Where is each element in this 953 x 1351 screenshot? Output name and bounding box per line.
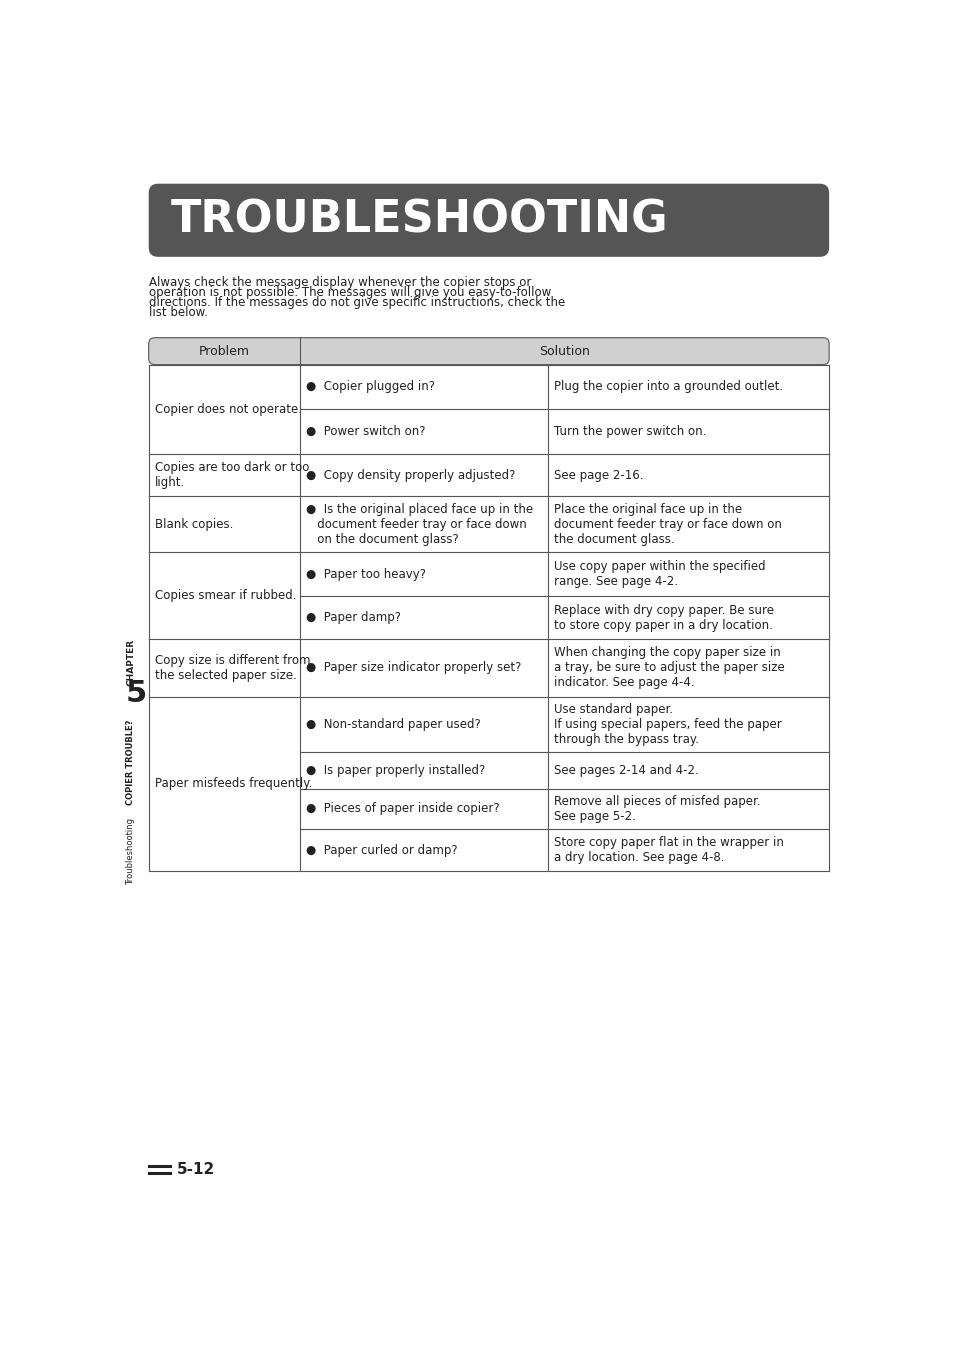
Text: Remove all pieces of misfed paper.
See page 5-2.: Remove all pieces of misfed paper. See p…	[554, 794, 760, 823]
Text: Place the original face up in the
document feeder tray or face down on
the docum: Place the original face up in the docume…	[554, 503, 781, 546]
Text: ●  Non-standard paper used?: ● Non-standard paper used?	[306, 717, 480, 731]
Text: Solution: Solution	[538, 345, 589, 358]
Text: Use copy paper within the specified
range. See page 4-2.: Use copy paper within the specified rang…	[554, 561, 765, 588]
Text: See pages 2-14 and 4-2.: See pages 2-14 and 4-2.	[554, 763, 698, 777]
Text: Blank copies.: Blank copies.	[154, 517, 233, 531]
Text: list below.: list below.	[149, 307, 208, 319]
Text: Copies are too dark or too
light.: Copies are too dark or too light.	[154, 461, 309, 489]
Text: ●  Is the original placed face up in the
   document feeder tray or face down
  : ● Is the original placed face up in the …	[306, 503, 533, 546]
FancyBboxPatch shape	[149, 338, 828, 365]
Text: See page 2-16.: See page 2-16.	[554, 469, 643, 481]
Text: ●  Pieces of paper inside copier?: ● Pieces of paper inside copier?	[306, 802, 499, 816]
Text: ●  Paper damp?: ● Paper damp?	[306, 611, 400, 624]
Text: Replace with dry copy paper. Be sure
to store copy paper in a dry location.: Replace with dry copy paper. Be sure to …	[554, 604, 773, 631]
Text: 5: 5	[126, 680, 147, 708]
Text: operation is not possible. The messages will give you easy-to-follow: operation is not possible. The messages …	[149, 286, 551, 299]
Text: 5-12: 5-12	[176, 1162, 214, 1177]
Text: Problem: Problem	[198, 345, 250, 358]
Text: Copies smear if rubbed.: Copies smear if rubbed.	[154, 589, 296, 601]
FancyBboxPatch shape	[149, 184, 828, 257]
Text: Always check the message display whenever the copier stops or: Always check the message display wheneve…	[149, 276, 531, 289]
Text: Copier does not operate.: Copier does not operate.	[154, 403, 301, 416]
Text: Plug the copier into a grounded outlet.: Plug the copier into a grounded outlet.	[554, 381, 782, 393]
Text: ●  Paper curled or damp?: ● Paper curled or damp?	[306, 843, 457, 857]
Text: COPIER TROUBLE?: COPIER TROUBLE?	[126, 720, 135, 805]
Text: ●  Paper too heavy?: ● Paper too heavy?	[306, 567, 426, 581]
Text: directions. If the messages do not give specific instructions, check the: directions. If the messages do not give …	[149, 296, 564, 309]
Text: Paper misfeeds frequently.: Paper misfeeds frequently.	[154, 777, 312, 790]
Text: Troubleshooting: Troubleshooting	[126, 817, 135, 885]
Text: CHAPTER: CHAPTER	[126, 639, 135, 686]
Text: ●  Copier plugged in?: ● Copier plugged in?	[306, 381, 435, 393]
Text: When changing the copy paper size in
a tray, be sure to adjust the paper size
in: When changing the copy paper size in a t…	[554, 646, 784, 689]
Text: ●  Power switch on?: ● Power switch on?	[306, 426, 425, 438]
Text: Store copy paper flat in the wrapper in
a dry location. See page 4-8.: Store copy paper flat in the wrapper in …	[554, 836, 783, 865]
Text: ●  Is paper properly installed?: ● Is paper properly installed?	[306, 763, 485, 777]
Text: Use standard paper.
If using special papers, feed the paper
through the bypass t: Use standard paper. If using special pap…	[554, 703, 781, 746]
Text: TROUBLESHOOTING: TROUBLESHOOTING	[171, 199, 667, 242]
Text: ●  Copy density properly adjusted?: ● Copy density properly adjusted?	[306, 469, 515, 481]
Text: ●  Paper size indicator properly set?: ● Paper size indicator properly set?	[306, 661, 521, 674]
Text: Copy size is different from
the selected paper size.: Copy size is different from the selected…	[154, 654, 310, 682]
Text: Turn the power switch on.: Turn the power switch on.	[554, 426, 705, 438]
